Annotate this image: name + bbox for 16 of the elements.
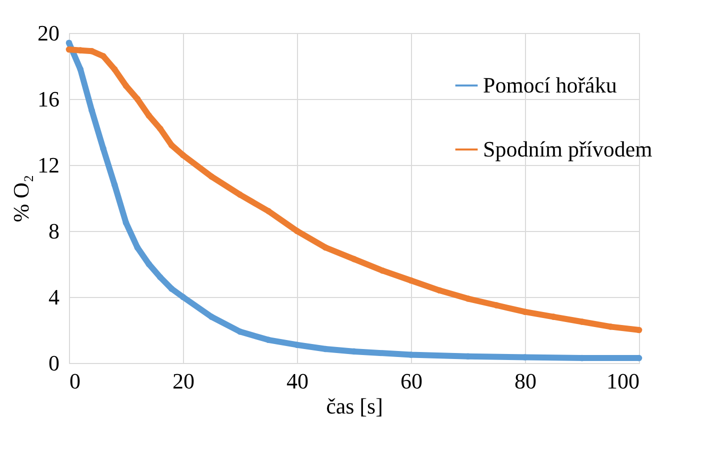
y-tick-label: 4	[48, 284, 60, 310]
x-axis-title: čas [s]	[326, 394, 383, 418]
x-tick-label: 20	[172, 368, 194, 394]
legend-label: Spodním přívodem	[483, 136, 652, 162]
x-tick-label: 0	[70, 368, 80, 394]
x-tick-label: 80	[514, 368, 536, 394]
legend-label: Pomocí hořáku	[483, 72, 617, 98]
y-tick-label: 12	[38, 152, 60, 178]
x-tick-label: 60	[400, 368, 422, 394]
x-tick-label: 100	[606, 368, 640, 394]
y-tick-label: 20	[38, 20, 60, 46]
y-tick-label: 16	[38, 86, 60, 112]
x-tick-label: 40	[286, 368, 308, 394]
y-tick-label: 0	[48, 350, 60, 376]
y-axis-title: % O₂	[8, 174, 34, 222]
y-tick-label: 8	[48, 218, 60, 244]
